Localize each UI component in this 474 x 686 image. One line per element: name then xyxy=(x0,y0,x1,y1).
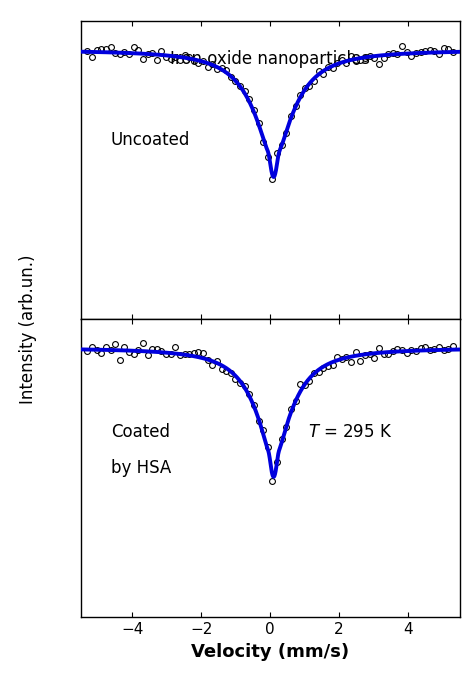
Text: Intensity (arb.un.): Intensity (arb.un.) xyxy=(19,255,37,404)
X-axis label: Velocity (mm/s): Velocity (mm/s) xyxy=(191,643,349,661)
Text: by HSA: by HSA xyxy=(111,459,171,477)
Text: Uncoated: Uncoated xyxy=(111,131,190,149)
Text: $T$ = 295 K: $T$ = 295 K xyxy=(308,423,392,441)
Text: Iron oxide nanoparticles: Iron oxide nanoparticles xyxy=(170,51,370,69)
Text: Coated: Coated xyxy=(111,423,170,441)
